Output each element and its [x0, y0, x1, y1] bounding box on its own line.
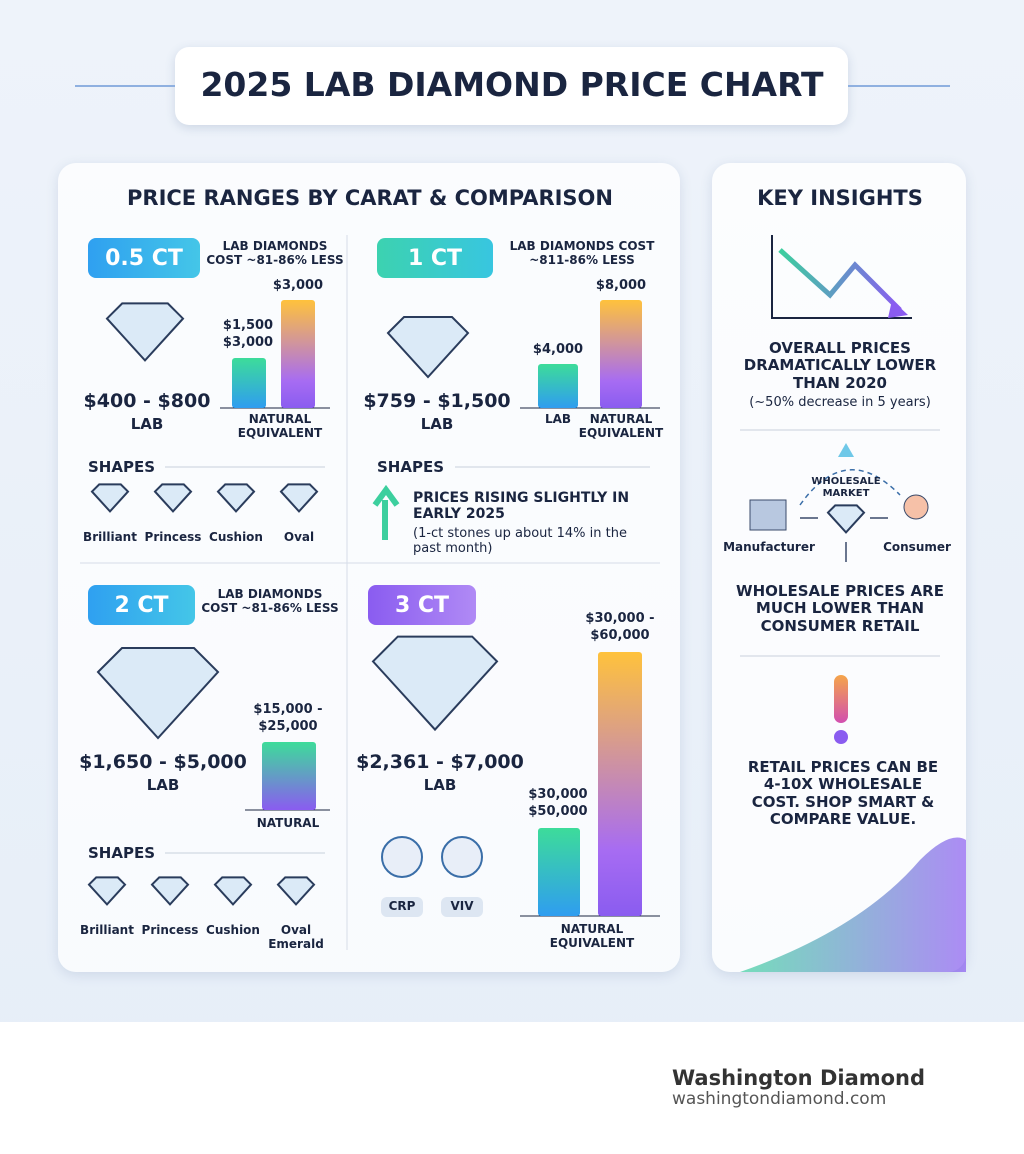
price-bar	[281, 300, 315, 408]
price-label: LAB	[130, 415, 164, 433]
diamond-icon	[153, 483, 193, 513]
shape-label: Oval	[283, 530, 315, 544]
diamond-icon	[105, 302, 185, 362]
bar-axis-label: LAB	[544, 412, 572, 426]
diamond-icon	[216, 483, 256, 513]
diagram-label: Consumer	[883, 540, 951, 554]
carat-badge-text: 1 CT	[407, 246, 463, 271]
bar-label: $1,500	[222, 318, 274, 333]
price-range: $1,650 - $5,000	[79, 751, 247, 773]
carat-badge-text: 3 CT	[394, 593, 450, 618]
section-heading: PRICE RANGES BY CARAT & COMPARISON	[127, 186, 613, 210]
carat-badge	[88, 585, 195, 625]
price-range: $759 - $1,500	[363, 390, 511, 412]
price-label: LAB	[146, 776, 180, 794]
trend-detail: (1-ct stones up about 14% in the past mo…	[413, 526, 627, 556]
diamond-icon	[96, 647, 220, 740]
diamond-icon	[371, 635, 499, 732]
shapes-heading: SHAPES	[377, 458, 445, 476]
diamond-icon	[386, 316, 470, 379]
shape-label: Princess	[141, 923, 199, 937]
note: LAB DIAMONDS COST ~811-86% LESS	[509, 239, 655, 267]
price-label: LAB	[420, 415, 454, 433]
price-bar	[262, 742, 316, 810]
bar-axis-label: NATURAL	[256, 816, 320, 830]
shapes-heading: SHAPES	[88, 844, 156, 862]
price-bar	[598, 652, 642, 916]
shape-label: Brilliant	[80, 923, 134, 937]
title-box	[175, 47, 848, 125]
carat-badge-text: 0.5 CT	[105, 246, 183, 271]
brand: Washington Diamond	[672, 1066, 926, 1090]
price-bar	[538, 364, 578, 408]
price-range: $2,361 - $7,000	[356, 751, 524, 773]
bar-axis-label: NATURAL EQUIVALENT	[578, 412, 664, 440]
diamond-icon	[213, 876, 253, 906]
bar-label: $60,000	[590, 628, 650, 643]
diamond-icon	[87, 876, 127, 906]
insight-detail: (~50% decrease in 5 years)	[749, 395, 931, 410]
note: LAB DIAMONDS COST ~81-86% LESS	[201, 587, 339, 615]
price-range: $400 - $800	[83, 390, 211, 412]
bar-axis-label: NATURAL EQUIVALENT	[237, 412, 323, 440]
bar-label: $50,000	[528, 804, 588, 819]
certificate-label: CRP	[388, 899, 416, 913]
page-title: 2025 LAB DIAMOND PRICE CHART	[200, 65, 824, 104]
price-label: LAB	[423, 776, 457, 794]
bar-label: $15,000 -	[253, 702, 323, 717]
insights-panel	[712, 163, 966, 972]
trend-headline: PRICES RISING SLIGHTLY IN EARLY 2025	[413, 490, 630, 523]
bar-label: $3,000	[222, 335, 274, 350]
shape-label: Princess	[144, 530, 202, 544]
bar-label: $25,000	[258, 719, 318, 734]
certificate-tag	[381, 897, 423, 917]
shape-label: Oval Emerald	[268, 923, 324, 951]
carat-badge	[88, 238, 200, 278]
bar-label: $30,000	[528, 787, 588, 802]
section-heading: KEY INSIGHTS	[757, 186, 923, 210]
diamond-icon	[276, 876, 316, 906]
diagram-label: WHOLESALE MARKET	[811, 476, 881, 499]
price-bar	[600, 300, 642, 408]
shape-label: Brilliant	[83, 530, 137, 544]
diamond-icon	[279, 483, 319, 513]
diagram-label: Manufacturer	[723, 540, 815, 554]
carat-badge	[368, 585, 476, 625]
bar-label: $4,000	[532, 342, 584, 357]
bar-label: $8,000	[595, 278, 647, 293]
diamond-icon	[150, 876, 190, 906]
footer	[0, 1022, 1024, 1154]
price-bar	[538, 828, 580, 916]
carat-badge-text: 2 CT	[114, 593, 169, 618]
price-bar	[232, 358, 266, 408]
insight-text: RETAIL PRICES CAN BE 4-10X WHOLESALE COS…	[747, 758, 939, 828]
certificate-tag	[441, 897, 483, 917]
shape-label: Cushion	[206, 923, 260, 937]
carat-badge	[377, 238, 493, 278]
insight-text: WHOLESALE PRICES ARE MUCH LOWER THAN CON…	[736, 582, 944, 635]
shapes-heading: SHAPES	[88, 458, 156, 476]
url: washingtondiamond.com	[672, 1089, 887, 1109]
insight-text: OVERALL PRICES DRAMATICALLY LOWER THAN 2…	[743, 339, 937, 392]
bar-label: $30,000 -	[585, 611, 655, 626]
diamond-icon	[90, 483, 130, 513]
bar-axis-label: NATURAL EQUIVALENT	[549, 922, 635, 950]
certificate-label: VIV	[450, 899, 474, 913]
bar-label: $3,000	[272, 278, 324, 293]
diamond-icon	[826, 504, 866, 534]
note: LAB DIAMONDS COST ~81-86% LESS	[206, 239, 344, 267]
shape-label: Cushion	[209, 530, 263, 544]
